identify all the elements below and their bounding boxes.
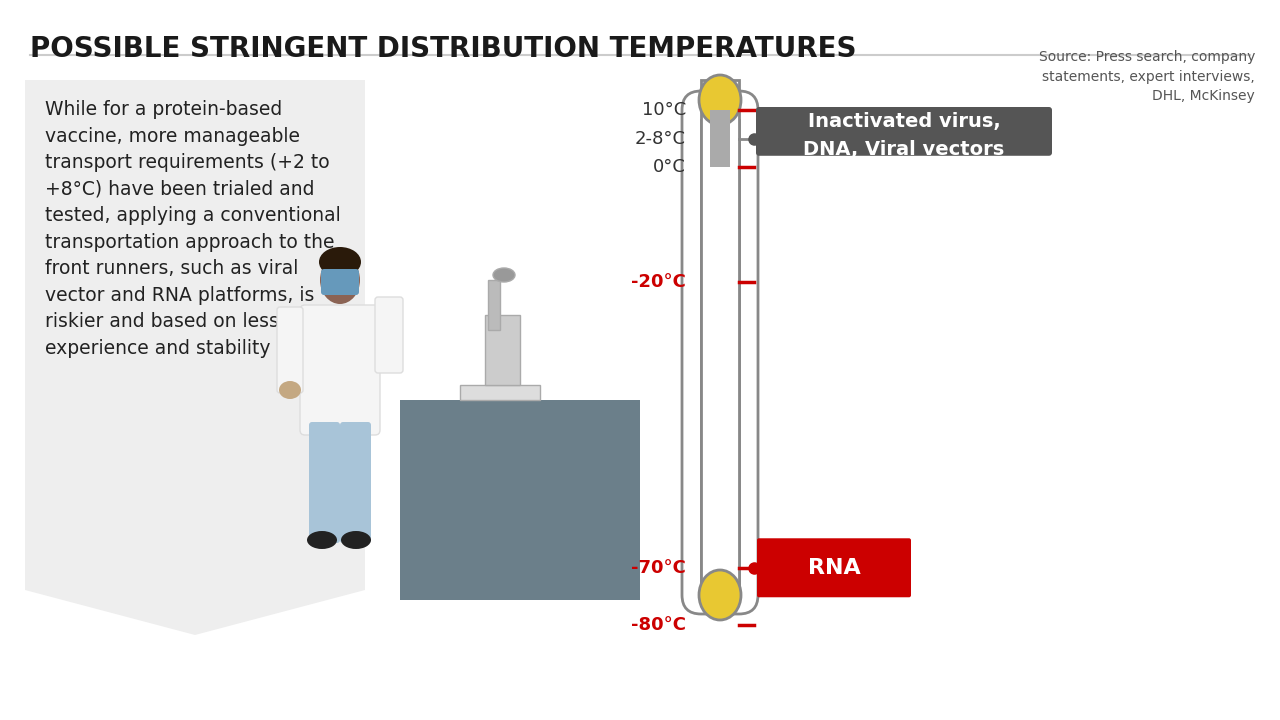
- FancyBboxPatch shape: [26, 80, 365, 590]
- FancyBboxPatch shape: [756, 539, 911, 598]
- Ellipse shape: [340, 531, 371, 549]
- Bar: [701, 80, 739, 595]
- Ellipse shape: [320, 256, 360, 304]
- Bar: [485, 315, 520, 385]
- Bar: [710, 110, 730, 167]
- Text: Protein subunit, VLPs,
Inactivated virus,
DNA, Viral vectors: Protein subunit, VLPs, Inactivated virus…: [782, 84, 1027, 159]
- Ellipse shape: [699, 570, 741, 620]
- Ellipse shape: [493, 268, 515, 282]
- Ellipse shape: [319, 247, 361, 277]
- Text: 10°C: 10°C: [641, 101, 686, 119]
- Bar: [488, 280, 500, 330]
- FancyBboxPatch shape: [308, 422, 340, 543]
- Text: Source: Press search, company
statements, expert interviews,
DHL, McKinsey: Source: Press search, company statements…: [1038, 50, 1254, 103]
- Ellipse shape: [279, 381, 301, 399]
- Text: -20°C: -20°C: [631, 273, 686, 291]
- Text: RNA: RNA: [808, 558, 860, 577]
- FancyBboxPatch shape: [276, 307, 303, 393]
- Ellipse shape: [307, 531, 337, 549]
- Bar: [460, 385, 540, 400]
- FancyBboxPatch shape: [756, 107, 1052, 156]
- Polygon shape: [26, 590, 365, 635]
- Text: POSSIBLE STRINGENT DISTRIBUTION TEMPERATURES: POSSIBLE STRINGENT DISTRIBUTION TEMPERAT…: [29, 35, 856, 63]
- FancyBboxPatch shape: [682, 91, 758, 614]
- FancyBboxPatch shape: [321, 269, 358, 295]
- Text: 0°C: 0°C: [653, 158, 686, 176]
- Ellipse shape: [699, 75, 741, 125]
- Bar: [399, 400, 640, 600]
- FancyBboxPatch shape: [300, 305, 380, 435]
- Text: -80°C: -80°C: [631, 616, 686, 634]
- Bar: [701, 120, 739, 585]
- FancyBboxPatch shape: [375, 297, 403, 373]
- Text: While for a protein-based
vaccine, more manageable
transport requirements (+2 to: While for a protein-based vaccine, more …: [45, 100, 340, 358]
- FancyBboxPatch shape: [340, 422, 371, 543]
- Text: 2-8°C: 2-8°C: [635, 130, 686, 148]
- Text: -70°C: -70°C: [631, 559, 686, 577]
